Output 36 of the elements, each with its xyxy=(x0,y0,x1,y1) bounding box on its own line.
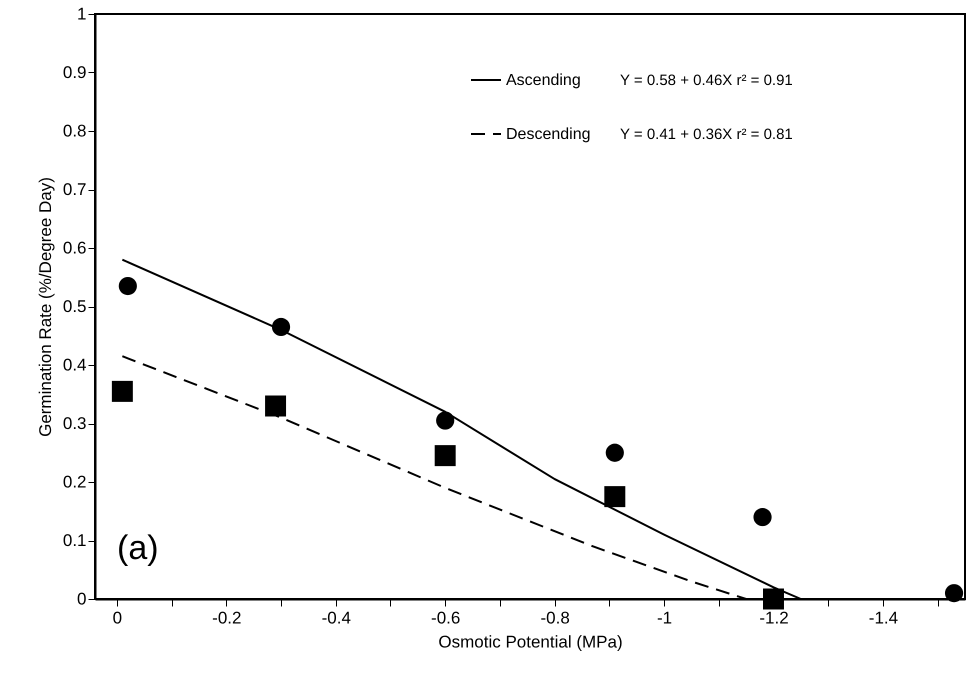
point xyxy=(112,380,133,402)
annotation: (a) xyxy=(117,529,159,567)
legend-label: Descending xyxy=(506,126,590,143)
x-tick-label: -0.6 xyxy=(431,608,460,628)
x-tick-label: -1.2 xyxy=(759,608,789,628)
point xyxy=(944,584,964,602)
y-axis-title: Germination Rate (%/Degree Day) xyxy=(36,177,55,437)
x-tick-label: -0.4 xyxy=(322,608,351,628)
point xyxy=(436,412,454,430)
y-tick-label: 0.3 xyxy=(62,414,86,433)
point xyxy=(604,486,626,508)
y-tick-label: 0.1 xyxy=(62,531,86,550)
point xyxy=(118,276,137,296)
y-tick-label: 0.5 xyxy=(62,297,86,316)
y-tick-label: 1 xyxy=(77,4,86,24)
annotation: Y = 0.41 + 0.36X r² = 0.81 xyxy=(620,126,793,143)
x-tick-label: -0.8 xyxy=(540,608,570,628)
legend-label: Ascending xyxy=(506,72,581,89)
x-tick-label: -1.4 xyxy=(868,608,898,628)
point xyxy=(753,508,772,526)
x-tick-label: 0 xyxy=(112,608,122,628)
y-tick-label: 0.9 xyxy=(62,63,86,82)
y-tick-label: 0.8 xyxy=(62,122,86,140)
point xyxy=(265,395,286,416)
point xyxy=(606,444,624,462)
point xyxy=(763,588,784,610)
x-tick-label: -0.2 xyxy=(212,608,242,628)
y-tick-label: 0.7 xyxy=(62,180,86,199)
y-tick-label: 0.4 xyxy=(62,356,86,374)
annotation: Y = 0.58 + 0.46X r² = 0.91 xyxy=(620,72,793,89)
y-tick-label: 0.2 xyxy=(62,472,86,492)
point xyxy=(434,445,456,466)
y-tick-label: 0.6 xyxy=(62,238,86,258)
x-tick-label: -1 xyxy=(656,608,672,628)
x-axis-title: Osmotic Potential (MPa) xyxy=(438,632,623,652)
y-tick-label: 0 xyxy=(77,590,86,608)
